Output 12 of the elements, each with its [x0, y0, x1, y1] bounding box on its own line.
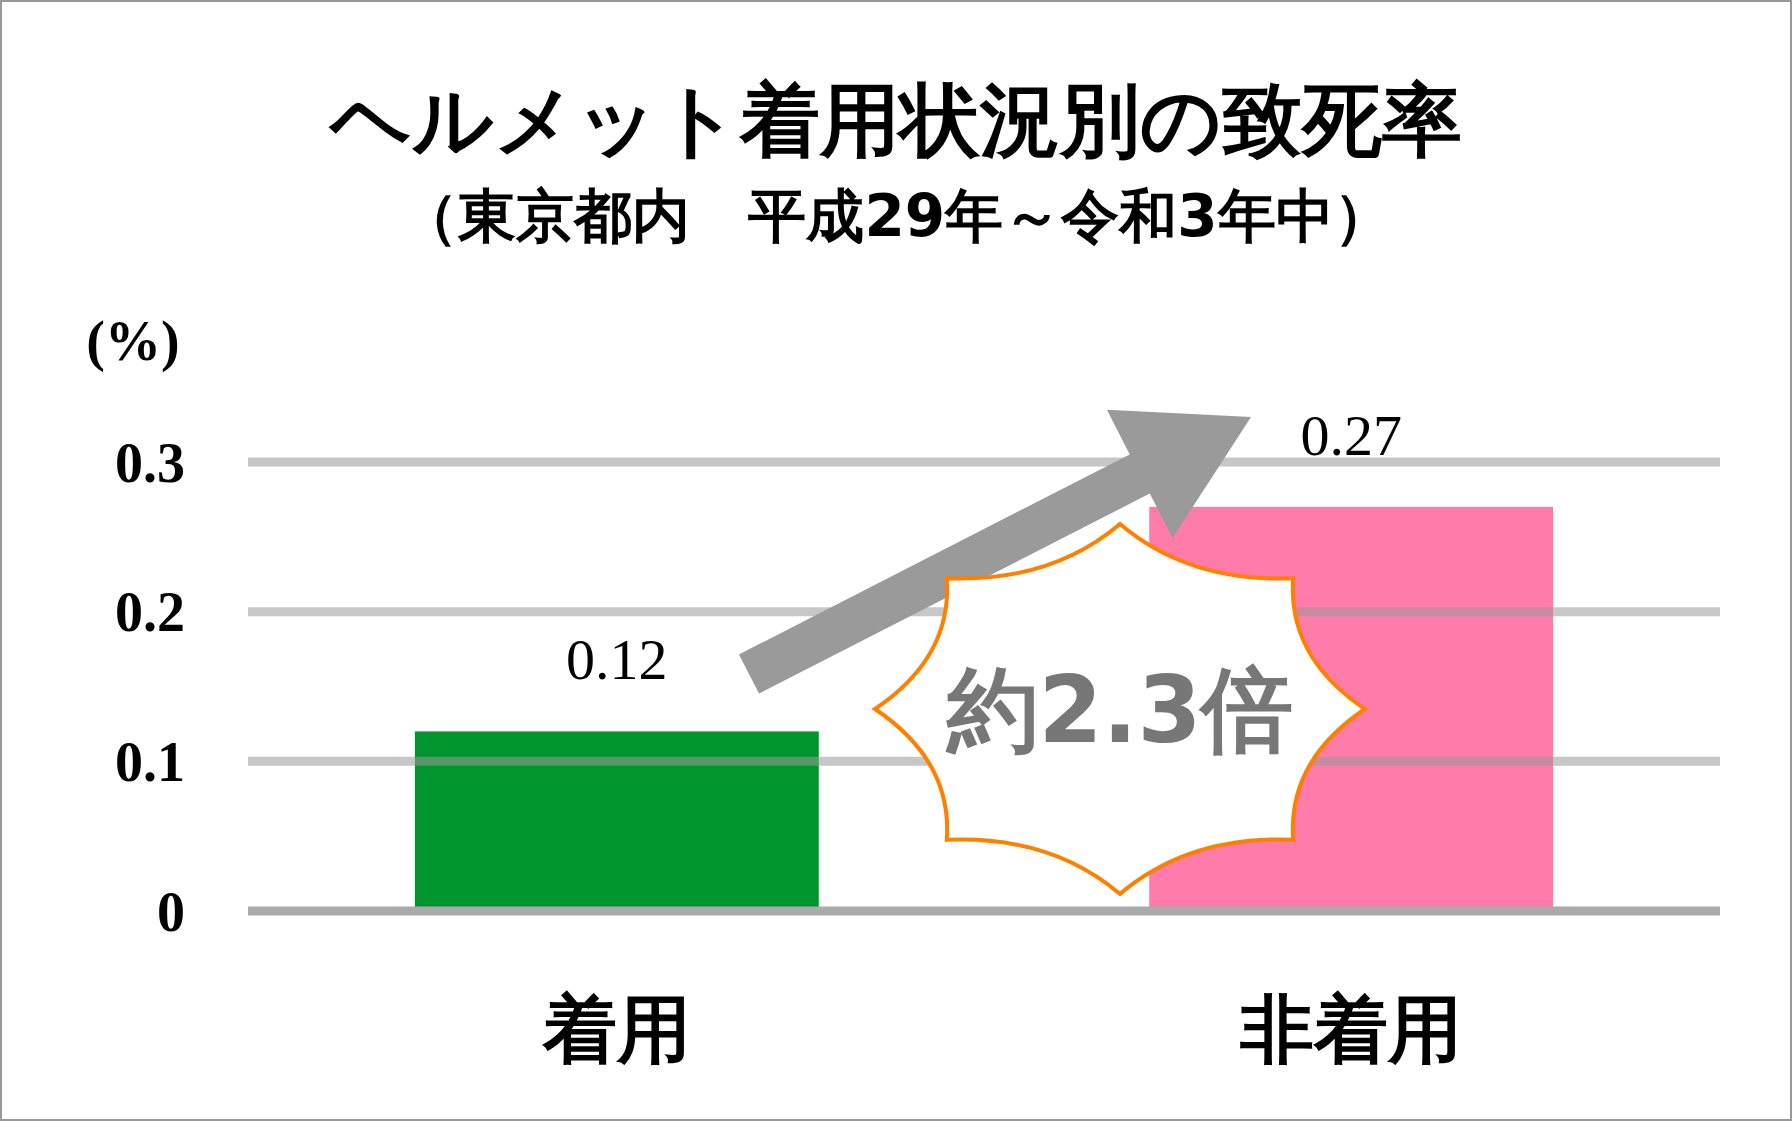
data-label: 0.27 — [1300, 402, 1402, 468]
chart-subtitle: （東京都内 平成29年～令和3年中） — [400, 182, 1392, 250]
x-tick-label: 着用 — [540, 986, 691, 1072]
chart-title: ヘルメット着用状況別の致死率 — [328, 74, 1462, 167]
y-axis-title: (%) — [86, 310, 180, 373]
y-tick-label: 0.1 — [115, 730, 185, 793]
annotation: 約2.3倍 — [944, 657, 1294, 764]
y-tick-label: 0 — [157, 880, 185, 943]
y-tick-label: 0.3 — [115, 431, 185, 494]
data-label: 0.12 — [566, 627, 668, 693]
y-tick-label: 0.2 — [115, 581, 185, 644]
x-tick-label: 非着用 — [1239, 986, 1463, 1072]
